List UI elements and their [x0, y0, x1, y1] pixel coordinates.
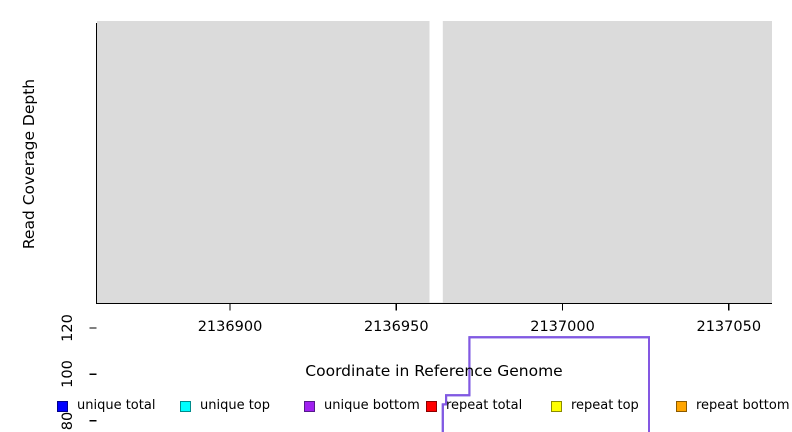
- repeat-bottom-swatch-icon: [676, 400, 687, 412]
- unique-bottom-swatch-icon: [304, 400, 315, 412]
- x-axis-label: Coordinate in Reference Genome: [305, 362, 563, 380]
- y-axis-label: Read Coverage Depth: [20, 78, 38, 250]
- x-tick-label: 2137000: [530, 319, 595, 335]
- x-tick-label: 2136900: [197, 319, 263, 335]
- legend: unique total unique top unique bottom repea…: [0, 396, 792, 418]
- legend-item-repeat-bottom: repeat bottom: [676, 396, 790, 416]
- unique-total-swatch-icon: [57, 400, 68, 412]
- legend-item-unique-total: unique total: [57, 396, 155, 416]
- unique-bottom-line: [441, 336, 650, 432]
- y-tick-label: 120: [60, 314, 76, 342]
- x-tick-label: 2136950: [363, 319, 429, 335]
- x-tick-label: 2137050: [696, 319, 762, 335]
- repeat-total-swatch-icon: [426, 400, 437, 412]
- legend-item-repeat-total: repeat total: [426, 396, 522, 416]
- legend-item-label: unique total: [77, 398, 156, 413]
- legend-item-unique-top: unique top: [180, 396, 270, 416]
- legend-item-unique-bottom: unique bottom: [304, 396, 420, 416]
- legend-item-label: unique top: [200, 398, 271, 413]
- legend-item-label: repeat top: [571, 398, 639, 413]
- repeat-top-swatch-icon: [551, 400, 562, 412]
- unique-top-swatch-icon: [180, 400, 191, 412]
- no-data-gap-band: [429, 21, 443, 303]
- legend-item-repeat-top: repeat top: [551, 396, 639, 416]
- legend-item-label: repeat total: [446, 398, 523, 413]
- legend-item-label: repeat bottom: [696, 398, 790, 413]
- y-tick-label: 100: [60, 360, 76, 389]
- axis-lines: [95, 23, 772, 305]
- legend-item-label: unique bottom: [324, 398, 420, 413]
